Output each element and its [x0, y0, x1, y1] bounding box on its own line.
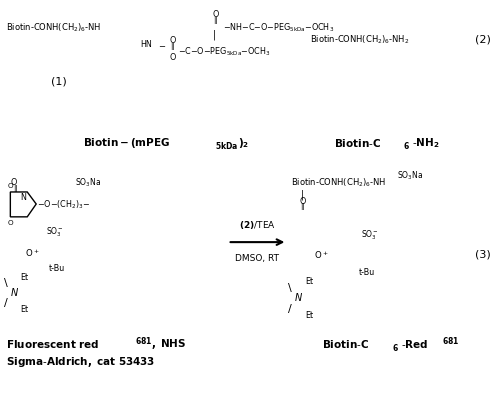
Text: $\mathbf{,\ NHS}$: $\mathbf{,\ NHS}$	[150, 337, 186, 351]
Text: $\mathbf{\text{-}Red}$: $\mathbf{\text{-}Red}$	[401, 339, 428, 350]
Text: \: \	[4, 278, 8, 288]
Text: O: O	[10, 178, 16, 187]
Text: /: /	[4, 298, 8, 308]
Text: $\mathbf{)_2}$: $\mathbf{)_2}$	[238, 136, 250, 149]
Text: $\mathbf{Biotin-(mPEG}$: $\mathbf{Biotin-(mPEG}$	[84, 136, 170, 149]
Text: O$^+$: O$^+$	[314, 249, 328, 261]
Text: SO$_3$Na: SO$_3$Na	[75, 177, 102, 189]
Text: Biotin-CONH(CH$_2$)$_6$-NH: Biotin-CONH(CH$_2$)$_6$-NH	[292, 177, 386, 189]
Text: ||: ||	[13, 185, 18, 192]
Text: t-Bu: t-Bu	[358, 268, 374, 277]
Text: DMSO, RT: DMSO, RT	[236, 255, 280, 263]
Text: $\mathbf{681}$: $\mathbf{681}$	[442, 335, 460, 346]
Text: SO$_3^-$: SO$_3^-$	[46, 225, 64, 239]
Text: $-$O$-$(CH$_2$)$_3$$-$: $-$O$-$(CH$_2$)$_3$$-$	[37, 198, 90, 211]
Text: ||: ||	[170, 43, 175, 50]
Text: $\mathbf{681}$: $\mathbf{681}$	[134, 335, 152, 346]
Text: Et: Et	[306, 311, 314, 320]
Text: $-$C$-$O$-$PEG$_{5\mathrm{kDa}}$$-$OCH$_3$: $-$C$-$O$-$PEG$_{5\mathrm{kDa}}$$-$OCH$_…	[178, 45, 270, 58]
Text: $-$: $-$	[158, 40, 166, 49]
Text: $\mathbf{Biotin\text{-}C}$: $\mathbf{Biotin\text{-}C}$	[322, 339, 370, 350]
Text: $\mathbf{Sigma\text{-}Aldrich,\ cat\ 53433}$: $\mathbf{Sigma\text{-}Aldrich,\ cat\ 534…	[6, 356, 156, 370]
Text: Et: Et	[20, 305, 28, 314]
Text: ||: ||	[213, 17, 218, 24]
Text: $\mathbf{(2)}$/TEA: $\mathbf{(2)}$/TEA	[239, 219, 276, 231]
Text: Biotin-CONH(CH$_2$)$_6$-NH$_2$: Biotin-CONH(CH$_2$)$_6$-NH$_2$	[310, 33, 409, 46]
Text: O: O	[212, 10, 218, 19]
Text: Et: Et	[20, 273, 28, 282]
Text: t-Bu: t-Bu	[48, 264, 65, 273]
Text: $\mathbf{5kDa}$: $\mathbf{5kDa}$	[215, 140, 238, 152]
Text: /: /	[288, 304, 292, 314]
Text: SO$_3$Na: SO$_3$Na	[396, 170, 423, 182]
Text: $\mathbf{Fluorescent\ red}$: $\mathbf{Fluorescent\ red}$	[6, 339, 100, 350]
Text: $\mathbf{6}$: $\mathbf{6}$	[403, 140, 410, 152]
Text: $\mathbf{\text{-}NH_2}$: $\mathbf{\text{-}NH_2}$	[412, 136, 440, 149]
Text: $\mathbf{6}$: $\mathbf{6}$	[392, 342, 399, 353]
Text: (3): (3)	[476, 249, 491, 259]
Text: (1): (1)	[50, 77, 66, 86]
Text: $N$: $N$	[10, 286, 20, 298]
Text: (2): (2)	[476, 34, 491, 44]
Text: O: O	[170, 36, 176, 45]
Text: $\mathbf{Biotin\text{-}C}$: $\mathbf{Biotin\text{-}C}$	[334, 137, 380, 149]
Text: O: O	[8, 220, 13, 226]
Text: O: O	[170, 53, 176, 62]
Text: Et: Et	[306, 277, 314, 286]
Text: N: N	[20, 194, 26, 202]
Text: ||: ||	[300, 203, 304, 210]
Text: SO$_3^-$: SO$_3^-$	[362, 228, 380, 242]
Text: O: O	[8, 183, 13, 189]
Text: |: |	[212, 29, 216, 40]
Text: Biotin-CONH(CH$_2$)$_6$-NH: Biotin-CONH(CH$_2$)$_6$-NH	[6, 21, 102, 34]
Text: $N$: $N$	[294, 292, 303, 303]
Text: $-$NH$-$C$-$O$-$PEG$_{5\mathrm{kDa}}$$-$OCH$_3$: $-$NH$-$C$-$O$-$PEG$_{5\mathrm{kDa}}$$-$…	[222, 21, 334, 34]
Text: O$^+$: O$^+$	[26, 248, 40, 259]
Text: |: |	[300, 189, 304, 200]
Text: O: O	[299, 197, 306, 206]
Text: \: \	[288, 283, 292, 293]
Text: HN: HN	[140, 40, 152, 49]
